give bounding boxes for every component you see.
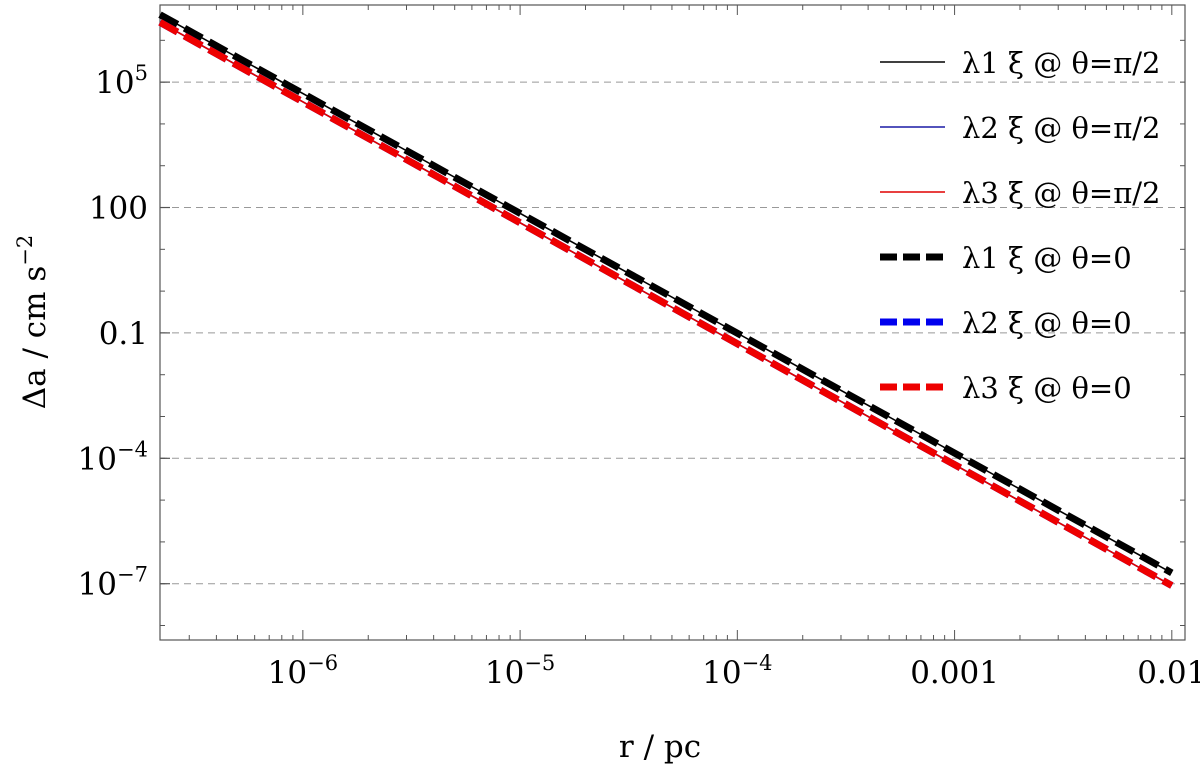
y-tick-label-base: 10 (95, 65, 134, 101)
x-tick-label: 0.01 (1137, 655, 1200, 691)
x-tick-label-exponent: −6 (307, 651, 338, 675)
grid-lines (160, 81, 1185, 585)
x-tick-label-exponent: −5 (524, 651, 555, 675)
series-line-6 (158, 19, 1174, 589)
legend: λ1 ξ @ θ=π/2 λ2 ξ @ θ=π/2 λ3 ξ @ θ=π/2 λ1 ξ… (880, 46, 1161, 405)
legend-label: λ1 ξ @ θ=0 (962, 241, 1132, 275)
x-tick-label: 10−4 (702, 651, 772, 691)
x-tick-label-base: 10 (485, 655, 524, 691)
x-axis-label: r / pc (619, 729, 701, 765)
legend-label: λ2 ξ @ θ=π/2 (962, 111, 1161, 145)
legend-label: λ3 ξ @ θ=π/2 (962, 176, 1161, 210)
legend-label: λ1 ξ @ θ=π/2 (962, 46, 1161, 80)
y-tick-label: 10−4 (78, 437, 148, 477)
x-tick-label: 10−5 (485, 651, 555, 691)
y-tick-label-exponent: −7 (117, 563, 148, 587)
y-tick-label-base: 10 (78, 567, 117, 603)
legend-label: λ2 ξ @ θ=0 (962, 306, 1132, 340)
x-tick-label: 10−6 (268, 651, 338, 691)
x-tick-label-exponent: −4 (742, 651, 773, 675)
x-tick-label-base: 10 (268, 655, 307, 691)
y-axis-label-main: Δa / cm s (17, 266, 53, 410)
y-axis-label-exponent: −2 (13, 235, 37, 266)
y-tick-label-exponent: −4 (117, 437, 148, 461)
y-axis-label: Δa / cm s−2 (13, 235, 53, 410)
plot-frame (159, 4, 1186, 641)
y-tick-label-base: 100 (89, 191, 148, 227)
legend-label: λ3 ξ @ θ=0 (962, 371, 1132, 405)
y-tick-label: 10−7 (78, 563, 148, 603)
y-tick-label-exponent: 5 (135, 61, 148, 85)
y-tick-label-base: 0.1 (99, 316, 148, 352)
x-tick-label-base: 0.001 (910, 655, 999, 691)
y-tick-label: 105 (95, 61, 148, 101)
y-tick-label: 100 (89, 191, 148, 227)
x-tick-label: 0.001 (910, 655, 999, 691)
x-tick-label-base: 10 (702, 655, 741, 691)
series-lines (158, 11, 1174, 589)
series-line-4 (158, 11, 1174, 576)
x-tick-label-base: 0.01 (1137, 655, 1200, 691)
y-tick-label-base: 10 (78, 441, 117, 477)
y-tick-label: 0.1 (99, 316, 148, 352)
